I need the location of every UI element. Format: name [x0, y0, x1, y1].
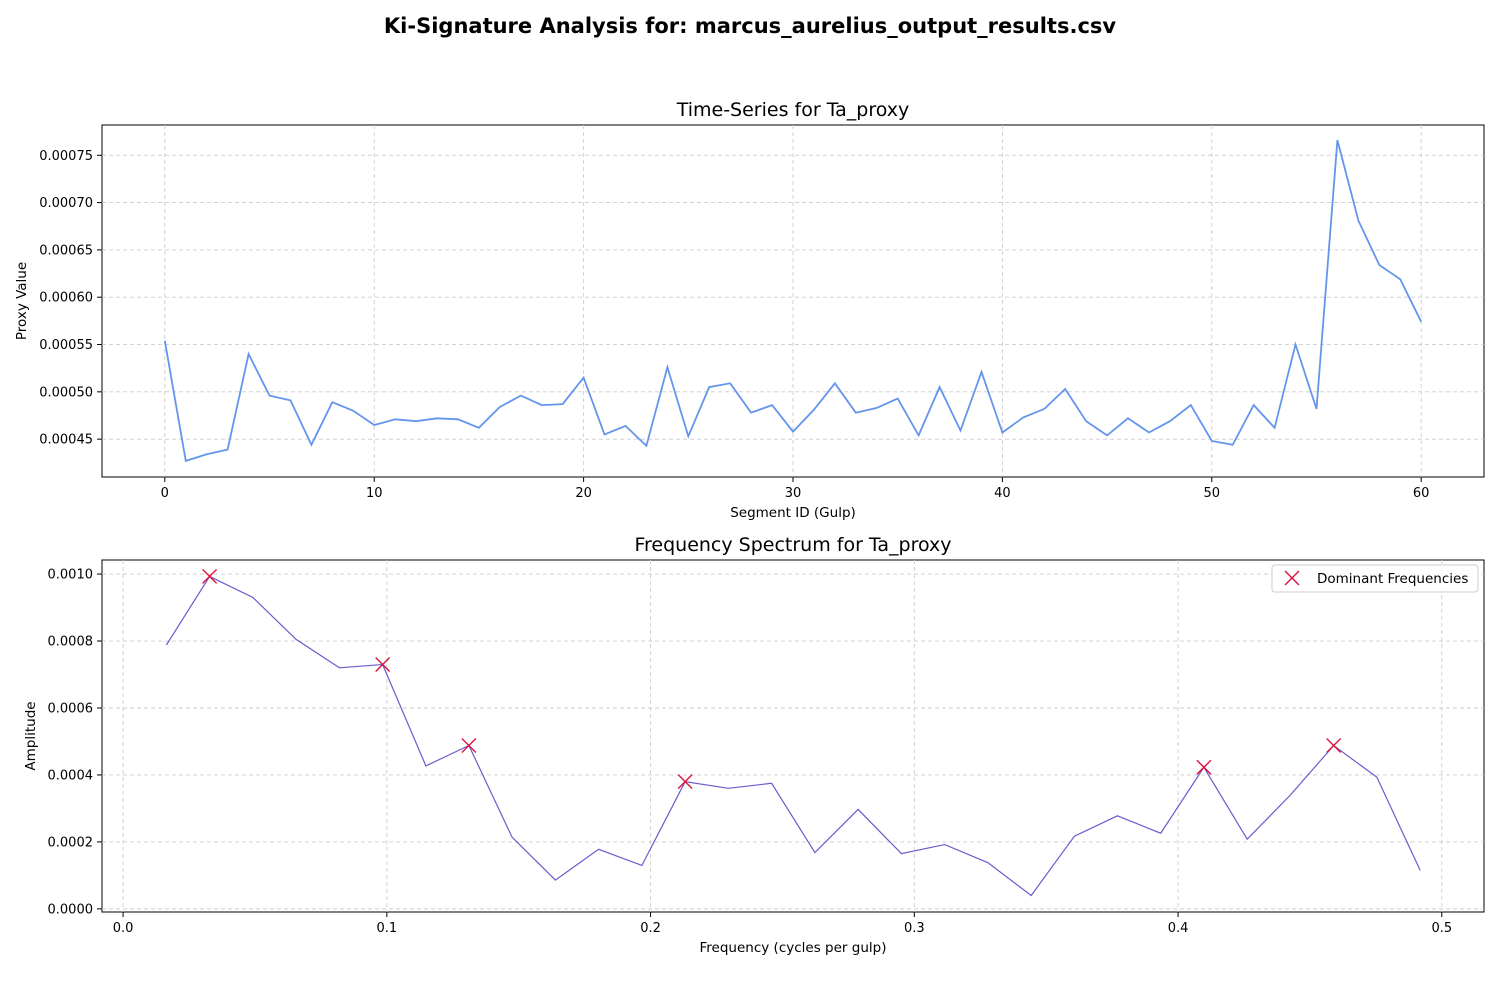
- dominant-frequency-marker: [461, 737, 477, 753]
- time-series-xtick-label: 60: [1413, 486, 1430, 501]
- time-series-xtick-label: 40: [994, 486, 1011, 501]
- time-series-ytick-label: 0.00050: [39, 385, 93, 400]
- frequency-ytick-label: 0.0002: [48, 835, 94, 850]
- time-series-ticks: 0 10 20 30 40 50 60 0.00045 0.00050 0.00055 0.0006…: [39, 149, 1429, 501]
- legend-label-dominant-frequencies: Dominant Frequencies: [1317, 571, 1468, 587]
- time-series-xtick-label: 10: [366, 486, 383, 501]
- time-series-ytick-label: 0.00075: [39, 149, 93, 164]
- dominant-frequency-marker-stroke: [1326, 737, 1342, 753]
- frequency-xtick-label: 0.3: [904, 921, 925, 936]
- frequency-xlabel: Frequency (cycles per gulp): [700, 940, 887, 956]
- dominant-frequency-marker: [1326, 737, 1342, 753]
- dominant-frequency-markers: [202, 568, 1342, 790]
- dominant-frequency-marker-stroke: [375, 656, 391, 672]
- frequency-ytick-label: 0.0008: [48, 635, 94, 650]
- time-series-grid: [102, 125, 1484, 477]
- dominant-frequency-marker: [1196, 759, 1212, 775]
- time-series-ytick-label: 0.00065: [39, 243, 93, 258]
- frequency-xtick-label: 0.1: [376, 921, 397, 936]
- frequency-xtick-label: 0.0: [113, 921, 134, 936]
- time-series-xtick-label: 20: [575, 486, 592, 501]
- figure-suptitle: Ki-Signature Analysis for: marcus_aureli…: [383, 14, 1117, 38]
- frequency-ylabel: Amplitude: [23, 701, 39, 770]
- dominant-frequency-marker: [202, 568, 218, 584]
- dominant-frequency-marker: [677, 774, 693, 790]
- frequency-grid: [102, 560, 1484, 912]
- legend-marker-x-icon: [1284, 570, 1300, 586]
- legend-x-icon: [1284, 570, 1300, 586]
- frequency-spectrum-line: [165, 575, 1421, 897]
- frequency-ytick-label: 0.0010: [48, 568, 94, 583]
- time-series-ytick-label: 0.00070: [39, 196, 93, 211]
- time-series-xlabel: Segment ID (Gulp): [730, 505, 856, 521]
- dominant-frequency-marker: [375, 656, 391, 672]
- time-series-ytick-label: 0.00045: [39, 433, 93, 448]
- frequency-xtick-label: 0.2: [640, 921, 661, 936]
- frequency-title: Frequency Spectrum for Ta_proxy: [634, 534, 951, 556]
- frequency-xtick-label: 0.5: [1431, 921, 1452, 936]
- time-series-chart: 0 10 20 30 40 50 60 0.00045 0.00050 0.00055 0.0006…: [14, 99, 1485, 521]
- time-series-title: Time-Series for Ta_proxy: [676, 99, 910, 121]
- time-series-line: [163, 139, 1423, 463]
- dominant-frequency-marker-stroke: [461, 737, 477, 753]
- time-series-ylabel: Proxy Value: [14, 262, 30, 340]
- legend-x-icon-stroke: [1284, 570, 1300, 586]
- time-series-ytick-label: 0.00055: [39, 338, 93, 353]
- frequency-xtick-label: 0.4: [1168, 921, 1189, 936]
- frequency-spectrum-chart: 0.0 0.1 0.2 0.3 0.4 0.5 0.0000 0.0002 0.0004 0.00…: [23, 534, 1485, 956]
- dominant-frequency-marker-stroke: [677, 774, 693, 790]
- frequency-ticks: 0.0 0.1 0.2 0.3 0.4 0.5 0.0000 0.0002 0.0004 0.00…: [48, 568, 1453, 936]
- frequency-axes-frame: [101, 559, 1485, 913]
- time-series-xtick-label: 30: [785, 486, 802, 501]
- legend-box: [1271, 564, 1479, 593]
- frequency-ytick-label: 0.0000: [48, 902, 94, 917]
- time-series-ytick-label: 0.00060: [39, 291, 93, 306]
- legend: Dominant Frequencies: [1271, 564, 1479, 593]
- time-series-xtick-label: 0: [161, 486, 169, 501]
- frequency-ytick-label: 0.0004: [48, 768, 94, 783]
- time-series-xtick-label: 50: [1204, 486, 1221, 501]
- frequency-ytick-label: 0.0006: [48, 701, 94, 716]
- dominant-frequency-marker-stroke: [1196, 759, 1212, 775]
- dominant-frequency-marker-stroke: [202, 568, 218, 584]
